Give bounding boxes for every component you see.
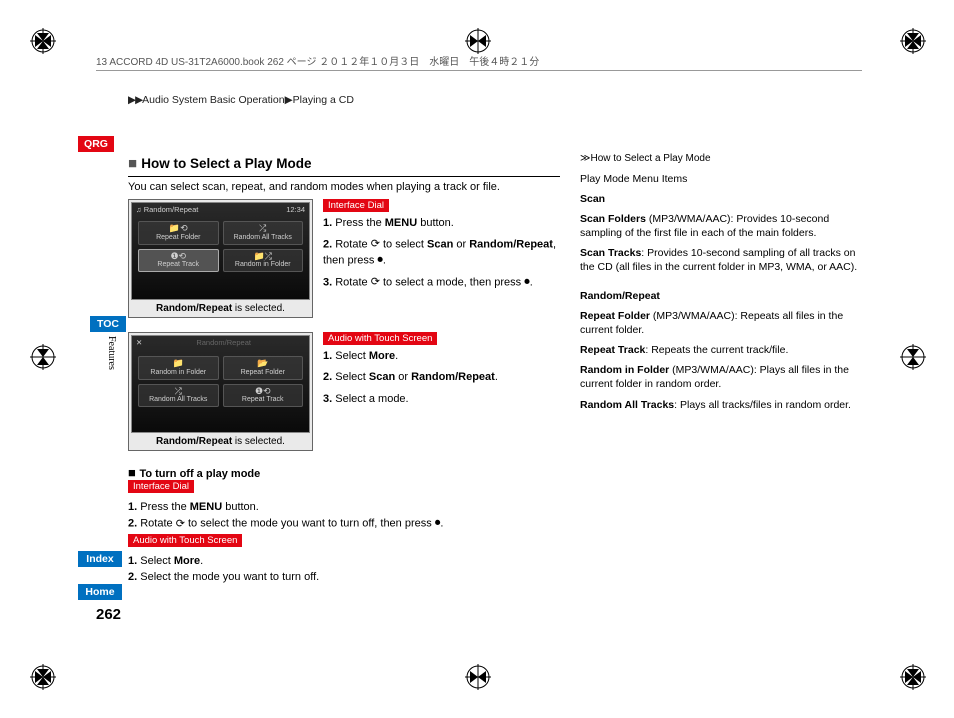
section-title-text: How to Select a Play Mode: [141, 156, 311, 171]
folder-random-icon: 📁: [139, 359, 218, 369]
badge-interface-dial: Interface Dial: [323, 199, 389, 212]
tab-qrg[interactable]: QRG: [78, 136, 114, 152]
reg-mark-icon: [30, 344, 56, 370]
main-column: ■ How to Select a Play Mode You can sele…: [128, 155, 560, 587]
square-bullet-icon: ■: [128, 465, 139, 480]
screen-button: 📁⤮Random in Folder: [223, 249, 304, 273]
figure-2: ✕ Random/Repeat 📁Random in Folder 📂Repeat…: [128, 332, 313, 451]
rotate-dial-icon: ⟳: [371, 237, 380, 252]
repeat-one-icon: ❶⟲: [224, 387, 303, 397]
random-all-icon: ⤮: [224, 224, 303, 234]
tab-toc[interactable]: TOC: [90, 316, 126, 332]
screen-title: ♫ Random/Repeat: [136, 205, 198, 214]
random-repeat-heading: Random/Repeat: [580, 290, 660, 302]
tab-index[interactable]: Index: [78, 551, 122, 567]
touch-button: 📁Random in Folder: [138, 356, 219, 380]
repeat-track-icon: ❶⟲: [139, 252, 218, 262]
page-header: 13 ACCORD 4D US-31T2A6000.book 262 ページ ２…: [96, 53, 862, 71]
tab-home[interactable]: Home: [78, 584, 122, 600]
touch-button: ⤮Random All Tracks: [138, 384, 219, 408]
turnoff-title: ■ To turn off a play mode: [128, 465, 560, 480]
screen-button-selected: ❶⟲Repeat Track: [138, 249, 219, 273]
rotate-dial-icon: ⟳: [176, 517, 185, 530]
reg-mark-icon: [900, 28, 926, 54]
reg-mark-icon: [900, 664, 926, 690]
folder-repeat-icon: 📂: [224, 359, 303, 369]
badge-interface-dial: Interface Dial: [128, 480, 194, 493]
breadcrumb: ▶▶Audio System Basic Operation▶Playing a…: [128, 94, 354, 106]
section-title: ■ How to Select a Play Mode: [128, 155, 560, 172]
double-arrow-icon: ≫: [580, 153, 590, 164]
badge-touch-screen: Audio with Touch Screen: [128, 534, 242, 547]
random-folder-icon: 📁⤮: [224, 252, 303, 262]
touch-button: 📂Repeat Folder: [223, 356, 304, 380]
figure-caption: Random/Repeat is selected.: [131, 433, 310, 448]
touch-button: ❶⟲Repeat Track: [223, 384, 304, 408]
close-icon: ✕: [136, 338, 142, 347]
title-rule: [128, 176, 560, 177]
breadcrumb-part1: Audio System Basic Operation: [142, 94, 284, 106]
play-mode-menu-items: Play Mode Menu Items: [580, 172, 860, 186]
folder-repeat-icon: 📁⟲: [139, 224, 218, 234]
screen-button: 📁⟲Repeat Folder: [138, 221, 219, 245]
reg-mark-icon: [30, 664, 56, 690]
screen-time: 12:34: [286, 205, 305, 214]
interface-dial-steps: Interface Dial 1. Press the MENU button.…: [323, 199, 560, 297]
figure-1: ♫ Random/Repeat12:34 📁⟲Repeat Folder ⤮Ra…: [128, 199, 313, 318]
touch-steps: Audio with Touch Screen 1. Select More. …: [323, 332, 560, 413]
badge-touch-screen: Audio with Touch Screen: [323, 332, 437, 345]
reg-mark-icon: [465, 664, 491, 690]
reg-mark-icon: [465, 28, 491, 54]
intro-text: You can select scan, repeat, and random …: [128, 181, 560, 193]
page-number: 262: [96, 606, 121, 623]
reg-mark-icon: [900, 344, 926, 370]
scan-heading: Scan: [580, 193, 605, 205]
breadcrumb-sep: ▶: [285, 94, 293, 106]
right-column: ≫How to Select a Play Mode Play Mode Men…: [580, 152, 860, 418]
figure-caption: Random/Repeat is selected.: [131, 300, 310, 315]
breadcrumb-part2: Playing a CD: [293, 94, 354, 106]
screen-touch: ✕ Random/Repeat 📁Random in Folder 📂Repeat…: [131, 335, 310, 433]
shuffle-icon: ⤮: [139, 387, 218, 397]
screen-dial: ♫ Random/Repeat 12:34 📁⟲Repeat Folder ⤮Ra…: [131, 202, 310, 300]
breadcrumb-arrow: ▶▶: [128, 94, 142, 106]
square-bullet-icon: ■: [128, 155, 141, 172]
screen-button: ⤮Random All Tracks: [223, 221, 304, 245]
screen-title-dim: Random/Repeat: [196, 338, 251, 347]
rotate-dial-icon: ⟳: [371, 275, 380, 290]
reg-mark-icon: [30, 28, 56, 54]
right-heading: ≫How to Select a Play Mode: [580, 152, 860, 166]
tab-features: Features: [106, 336, 117, 370]
